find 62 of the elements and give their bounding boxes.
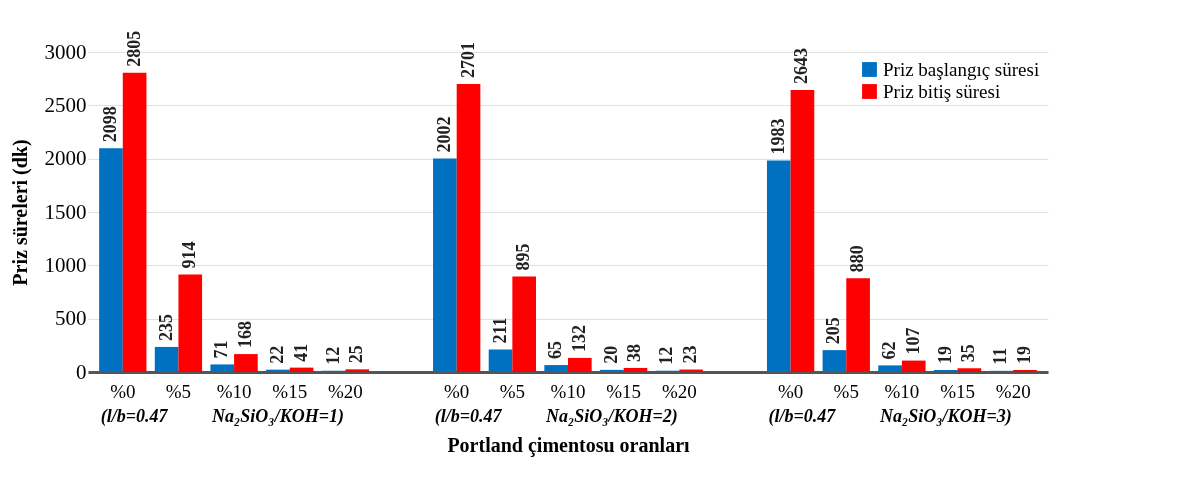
y-tick-label: 2500 <box>44 92 87 117</box>
data-label: 38 <box>624 343 645 362</box>
y-tick-label: 3000 <box>44 39 87 64</box>
text: Na₂SiO₃/KOH=2) <box>545 406 678 427</box>
data-label: 168 <box>234 321 255 349</box>
legend-label: Priz bitiş süresi <box>883 80 1001 102</box>
data-label: 11 <box>990 347 1011 365</box>
x-tick-label: %15 <box>940 380 975 402</box>
data-label: 35 <box>958 344 979 363</box>
data-label: 65 <box>545 341 566 360</box>
data-label: 22 <box>266 345 287 364</box>
x-tick-label: %10 <box>884 380 920 402</box>
x-tick-label: %0 <box>110 380 136 402</box>
data-label: 2098 <box>99 106 120 143</box>
x-tick-label: %10 <box>216 380 252 402</box>
text: (l/b=0.47 <box>434 406 503 427</box>
x-tick-label: %20 <box>327 380 363 402</box>
data-label: 2002 <box>433 116 454 153</box>
data-label: 205 <box>823 317 844 345</box>
x-axis-title: Portland çimentosu oranları <box>447 433 691 457</box>
data-label: 19 <box>1014 345 1035 364</box>
text: Na₂SiO₃/KOH=3) <box>878 406 1012 427</box>
x-tick-label: %0 <box>777 380 804 402</box>
y-tick-label: 2000 <box>44 146 87 171</box>
data-label: 23 <box>680 345 701 364</box>
data-label: 211 <box>489 317 510 344</box>
x-tick-label: %10 <box>550 380 586 402</box>
data-label: 2805 <box>123 30 144 67</box>
y-tick-label: 1500 <box>44 199 87 224</box>
text: (l/b=0.47 <box>100 406 169 427</box>
data-label: 20 <box>600 345 621 364</box>
data-label: 914 <box>179 241 200 269</box>
data-label: 71 <box>211 340 232 359</box>
data-label: 19 <box>934 345 955 364</box>
text: Na₂SiO₃/KOH=1) <box>211 406 344 427</box>
data-label: 12 <box>656 346 677 365</box>
data-label: 2701 <box>457 41 478 78</box>
data-label: 41 <box>290 343 311 362</box>
data-label: 2643 <box>791 48 812 85</box>
y-axis-title: Priz süreleri (dk) <box>8 139 32 286</box>
x-tick-label: %15 <box>272 380 308 402</box>
x-tick-label: %5 <box>833 380 859 402</box>
data-label: 12 <box>322 346 343 365</box>
x-tick-label: %20 <box>661 380 697 402</box>
legend-label: Priz başlangıç süresi <box>883 58 1040 80</box>
data-label: 62 <box>879 341 900 360</box>
x-tick-label: %20 <box>995 380 1031 402</box>
y-tick-label: 1000 <box>44 252 87 277</box>
data-label: 132 <box>568 324 589 352</box>
x-tick-label: %5 <box>499 380 526 402</box>
data-label: 107 <box>902 327 923 355</box>
x-tick-label: %5 <box>165 380 192 402</box>
y-tick-label: 0 <box>76 359 87 384</box>
data-label: 895 <box>513 243 534 271</box>
data-label: 880 <box>847 245 868 273</box>
data-label: 25 <box>346 345 367 364</box>
x-tick-label: %0 <box>444 380 470 402</box>
data-label: 235 <box>155 313 176 341</box>
data-label: 1983 <box>767 118 788 155</box>
y-tick-label: 500 <box>55 306 87 331</box>
x-tick-label: %15 <box>606 380 642 402</box>
text: (l/b=0.47 <box>768 406 837 427</box>
